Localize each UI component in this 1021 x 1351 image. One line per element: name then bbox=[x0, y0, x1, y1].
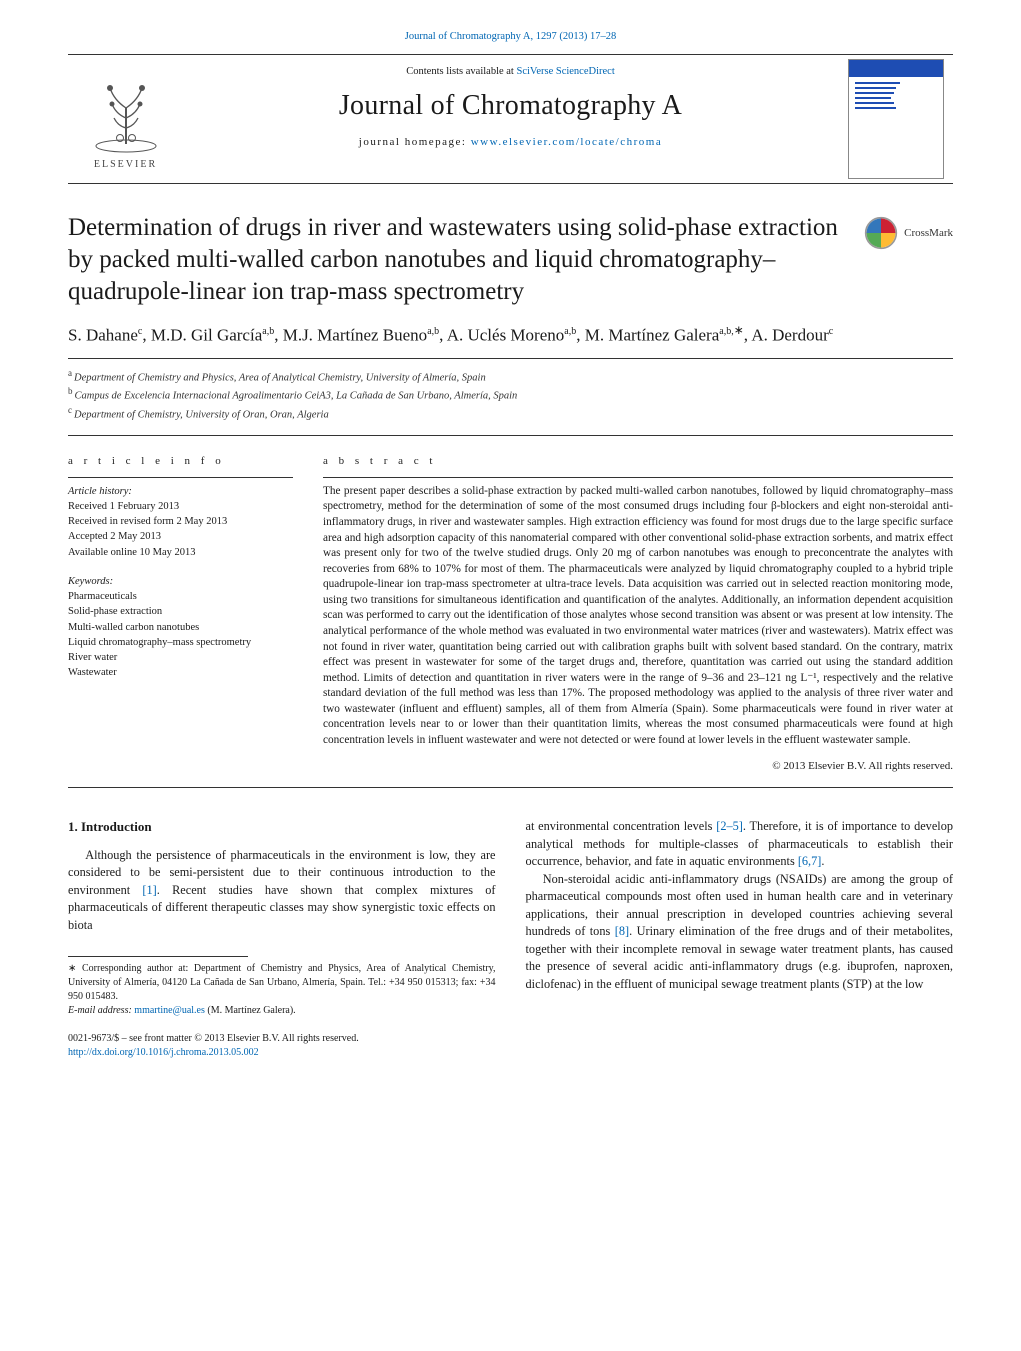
author-affil-sup: a,b, bbox=[719, 326, 733, 337]
author: M.D. Gil García bbox=[151, 326, 262, 345]
top-citation-link[interactable]: Journal of Chromatography A, 1297 (2013)… bbox=[405, 31, 616, 42]
body-paragraph: at environmental concentration levels [2… bbox=[526, 818, 954, 870]
contents-prefix: Contents lists available at bbox=[406, 66, 516, 77]
doi-link[interactable]: http://dx.doi.org/10.1016/j.chroma.2013.… bbox=[68, 1047, 259, 1058]
article-info-column: a r t i c l e i n f o Article history: R… bbox=[68, 454, 293, 774]
top-citation: Journal of Chromatography A, 1297 (2013)… bbox=[68, 30, 953, 44]
abstract-copyright: © 2013 Elsevier B.V. All rights reserved… bbox=[323, 759, 953, 774]
header-center: Contents lists available at SciVerse Sci… bbox=[183, 59, 838, 179]
corresponding-mark: ∗ bbox=[734, 323, 744, 337]
article-title: Determination of drugs in river and wast… bbox=[68, 212, 846, 308]
author: M. Martínez Galera bbox=[585, 326, 720, 345]
corresponding-footnote: ∗ Corresponding author at: Department of… bbox=[68, 962, 496, 1004]
abstract-column: a b s t r a c t The present paper descri… bbox=[323, 454, 953, 774]
article-history: Article history: Received 1 February 201… bbox=[68, 484, 293, 681]
journal-name: Journal of Chromatography A bbox=[183, 87, 838, 125]
abstract-text: The present paper describes a solid-phas… bbox=[323, 484, 953, 749]
keyword: Wastewater bbox=[68, 667, 117, 678]
keyword: River water bbox=[68, 652, 117, 663]
elsevier-tree-icon bbox=[86, 78, 166, 158]
email-label: E-mail address: bbox=[68, 1005, 134, 1016]
authors-line: S. Dahanec, M.D. Gil Garcíaa,b, M.J. Mar… bbox=[68, 322, 953, 348]
section-heading-intro: 1. Introduction bbox=[68, 818, 496, 836]
info-abstract-row: a r t i c l e i n f o Article history: R… bbox=[68, 454, 953, 789]
article-info-label: a r t i c l e i n f o bbox=[68, 454, 293, 469]
elsevier-logo: ELSEVIER bbox=[76, 67, 176, 172]
keywords-label: Keywords: bbox=[68, 574, 293, 589]
homepage-link[interactable]: www.elsevier.com/locate/chroma bbox=[471, 136, 663, 148]
author: S. Dahane bbox=[68, 326, 138, 345]
citation-link[interactable]: [8] bbox=[615, 924, 629, 938]
author-affil-sup: a,b bbox=[564, 326, 576, 337]
affiliation: aDepartment of Chemistry and Physics, Ar… bbox=[68, 367, 953, 386]
journal-header: ELSEVIER Contents lists available at Sci… bbox=[68, 54, 953, 184]
footer-meta: 0021-9673/$ – see front matter © 2013 El… bbox=[68, 1032, 496, 1060]
citation-link[interactable]: [6,7] bbox=[798, 854, 822, 868]
crossmark-label: CrossMark bbox=[904, 226, 953, 241]
crossmark-icon bbox=[864, 216, 898, 250]
publisher-logo-cell: ELSEVIER bbox=[68, 59, 183, 179]
keyword: Liquid chromatography–mass spectrometry bbox=[68, 637, 251, 648]
accepted-date: Accepted 2 May 2013 bbox=[68, 531, 161, 542]
contents-line: Contents lists available at SciVerse Sci… bbox=[183, 65, 838, 79]
online-date: Available online 10 May 2013 bbox=[68, 547, 196, 558]
author: M.J. Martínez Bueno bbox=[283, 326, 427, 345]
author-affil-sup: c bbox=[829, 326, 833, 337]
footnotes-block: ∗ Corresponding author at: Department of… bbox=[68, 956, 496, 1018]
journal-cover-thumbnail bbox=[848, 59, 944, 179]
homepage-prefix: journal homepage: bbox=[359, 136, 471, 148]
author-affil-sup: a,b bbox=[427, 326, 439, 337]
revised-date: Received in revised form 2 May 2013 bbox=[68, 516, 227, 527]
history-label: Article history: bbox=[68, 486, 132, 497]
email-link[interactable]: mmartine@ual.es bbox=[134, 1005, 205, 1016]
author: A. Uclés Moreno bbox=[447, 326, 565, 345]
author-affil-sup: c bbox=[138, 326, 142, 337]
keyword: Pharmaceuticals bbox=[68, 591, 137, 602]
affiliation: bCampus de Excelencia Internacional Agro… bbox=[68, 385, 953, 404]
citation-link[interactable]: [1] bbox=[142, 883, 156, 897]
body-paragraph: Although the persistence of pharmaceutic… bbox=[68, 847, 496, 934]
affiliations-block: aDepartment of Chemistry and Physics, Ar… bbox=[68, 358, 953, 436]
crossmark-badge[interactable]: CrossMark bbox=[864, 216, 953, 250]
cover-thumb-cell bbox=[838, 59, 953, 179]
issn-line: 0021-9673/$ – see front matter © 2013 El… bbox=[68, 1032, 496, 1046]
sciencedirect-link[interactable]: SciVerse ScienceDirect bbox=[516, 66, 614, 77]
publisher-name: ELSEVIER bbox=[94, 158, 157, 172]
citation-link[interactable]: [2–5] bbox=[716, 819, 743, 833]
author-affil-sup: a,b bbox=[262, 326, 274, 337]
received-date: Received 1 February 2013 bbox=[68, 501, 179, 512]
email-footnote: E-mail address: mmartine@ual.es (M. Mart… bbox=[68, 1004, 496, 1018]
author: A. Derdour bbox=[751, 326, 828, 345]
abstract-label: a b s t r a c t bbox=[323, 454, 953, 469]
keyword: Solid-phase extraction bbox=[68, 606, 162, 617]
keyword: Multi-walled carbon nanotubes bbox=[68, 622, 199, 633]
affiliation: cDepartment of Chemistry, University of … bbox=[68, 404, 953, 423]
body-two-column: 1. Introduction Although the persistence… bbox=[68, 818, 953, 1060]
homepage-line: journal homepage: www.elsevier.com/locat… bbox=[183, 135, 838, 150]
body-paragraph: Non-steroidal acidic anti-inflammatory d… bbox=[526, 871, 954, 993]
